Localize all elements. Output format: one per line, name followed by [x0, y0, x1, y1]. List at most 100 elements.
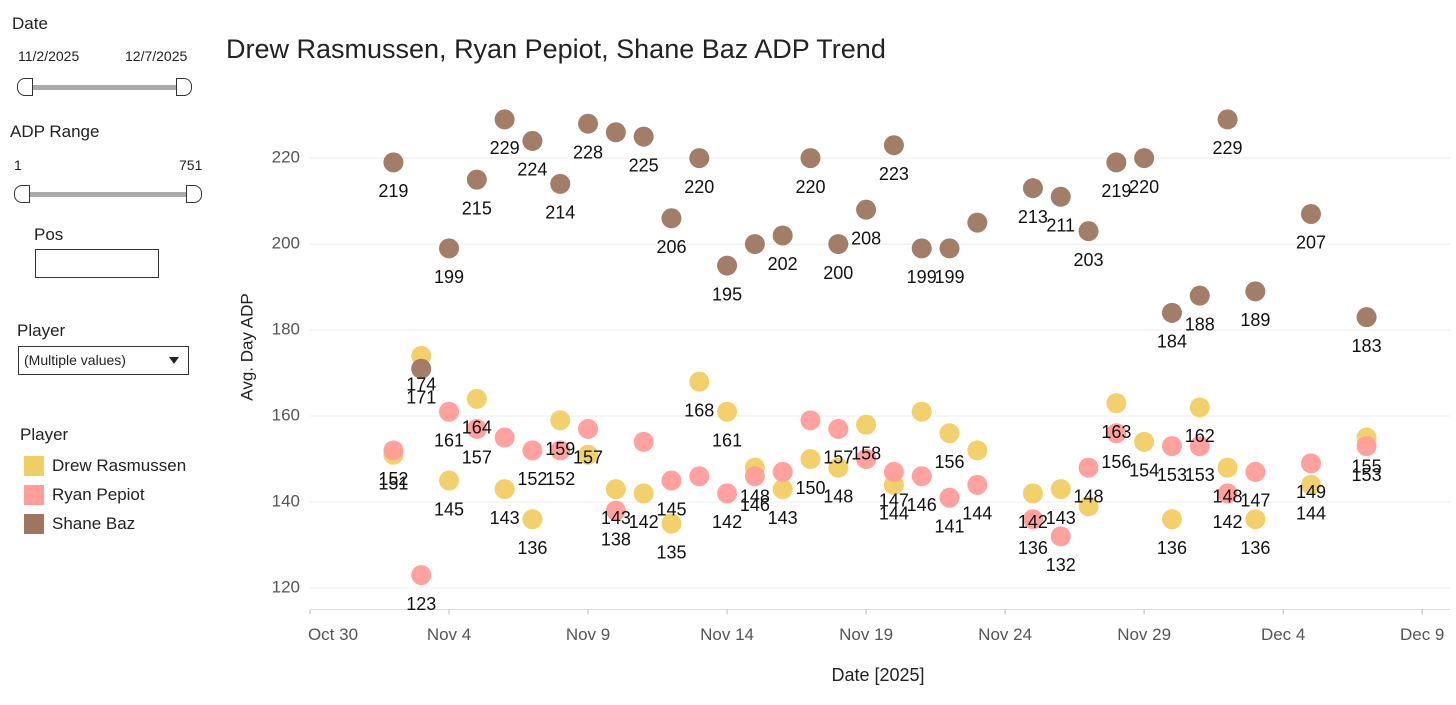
y-tick-label: 120 — [272, 577, 300, 596]
data-point — [1300, 453, 1321, 474]
data-label: 168 — [684, 400, 714, 420]
data-point — [494, 427, 515, 448]
data-point — [466, 388, 487, 409]
data-label: 147 — [1240, 491, 1270, 511]
data-label: 142 — [629, 512, 659, 532]
data-label: 199 — [934, 267, 964, 287]
data-label: 142 — [1213, 512, 1243, 532]
data-label: 148 — [740, 486, 770, 506]
data-label: 225 — [629, 155, 659, 175]
data-label: 157 — [823, 448, 853, 468]
filter-panel: Date 11/2/2025 12/7/2025 ADP Range 1 751… — [0, 0, 215, 705]
data-label: 203 — [1074, 250, 1104, 270]
slider-handle[interactable] — [17, 78, 33, 96]
data-label: 184 — [1157, 332, 1187, 352]
data-point — [633, 431, 654, 452]
filter-title: Player — [17, 321, 66, 340]
data-label: 224 — [517, 160, 547, 180]
data-point — [1245, 281, 1266, 302]
data-label: 199 — [434, 267, 464, 287]
legend-label[interactable]: Shane Baz — [52, 514, 136, 533]
filter-title: Date — [12, 14, 48, 33]
data-point — [856, 414, 877, 435]
x-tick-label: Nov 29 — [1117, 625, 1171, 644]
data-label: 143 — [1046, 508, 1076, 528]
data-point — [1161, 302, 1182, 323]
range-start: 1 — [14, 157, 22, 173]
data-point — [633, 483, 654, 504]
data-label: 147 — [879, 491, 909, 511]
data-point — [1300, 203, 1321, 224]
dropdown-value: (Multiple values) — [24, 352, 126, 368]
data-point — [1106, 423, 1127, 444]
data-label: 141 — [934, 516, 964, 536]
data-point — [1022, 483, 1043, 504]
slider-handle[interactable] — [176, 78, 192, 96]
range-start: 11/2/2025 — [18, 48, 80, 64]
legend-label[interactable]: Ryan Pepiot — [52, 485, 145, 504]
series — [383, 109, 1377, 379]
data-point — [1189, 397, 1210, 418]
data-label: 159 — [545, 439, 575, 459]
data-point — [605, 479, 626, 500]
data-point — [772, 225, 793, 246]
data-point — [661, 470, 682, 491]
data-point — [494, 109, 515, 130]
data-point — [717, 401, 738, 422]
x-tick-label: Nov 19 — [839, 625, 893, 644]
legend-swatch[interactable] — [24, 456, 44, 476]
y-tick-label: 160 — [272, 406, 300, 425]
data-point — [1189, 285, 1210, 306]
dropdown[interactable]: (Multiple values) — [18, 346, 189, 375]
data-point — [494, 479, 515, 500]
data-label: 146 — [907, 495, 937, 515]
data-point — [1217, 457, 1238, 478]
data-label: 155 — [1352, 456, 1382, 476]
data-label: 143 — [768, 508, 798, 528]
text-input[interactable] — [35, 249, 159, 278]
data-point — [1050, 479, 1071, 500]
data-label: 157 — [462, 448, 492, 468]
data-point — [1050, 186, 1071, 207]
data-point — [744, 234, 765, 255]
data-point — [439, 401, 460, 422]
data-label: 135 — [656, 542, 686, 562]
data-label: 143 — [601, 508, 631, 528]
data-point — [466, 418, 487, 439]
data-point — [1300, 474, 1321, 495]
data-point — [1078, 496, 1099, 517]
data-label: 229 — [1213, 138, 1243, 158]
data-point — [1217, 109, 1238, 130]
data-label: 138 — [601, 529, 631, 549]
data-point — [939, 238, 960, 259]
x-tick-label: Nov 9 — [566, 625, 610, 644]
data-label: 200 — [823, 263, 853, 283]
data-point — [883, 135, 904, 156]
data-label: 228 — [573, 142, 603, 162]
data-label: 151 — [378, 473, 408, 493]
data-point — [717, 483, 738, 504]
legend-swatch[interactable] — [24, 514, 44, 534]
data-point — [883, 461, 904, 482]
series — [383, 401, 1377, 586]
data-label: 145 — [434, 499, 464, 519]
data-point — [772, 479, 793, 500]
legend-label[interactable]: Drew Rasmussen — [52, 456, 187, 475]
slider-handle[interactable] — [186, 185, 202, 203]
data-point — [578, 113, 599, 134]
slider-handle[interactable] — [14, 185, 30, 203]
data-label: 219 — [1101, 181, 1131, 201]
data-label: 154 — [1129, 461, 1159, 481]
legend-swatch[interactable] — [24, 485, 44, 505]
data-point — [1356, 307, 1377, 328]
data-label: 161 — [434, 430, 464, 450]
y-tick-label: 140 — [272, 492, 300, 511]
data-label: 152 — [378, 469, 408, 489]
chart-title: Drew Rasmussen, Ryan Pepiot, Shane Baz A… — [226, 34, 886, 64]
data-point — [578, 444, 599, 465]
data-point — [550, 440, 571, 461]
data-label: 158 — [851, 443, 881, 463]
data-point — [967, 440, 988, 461]
data-point — [1106, 152, 1127, 173]
